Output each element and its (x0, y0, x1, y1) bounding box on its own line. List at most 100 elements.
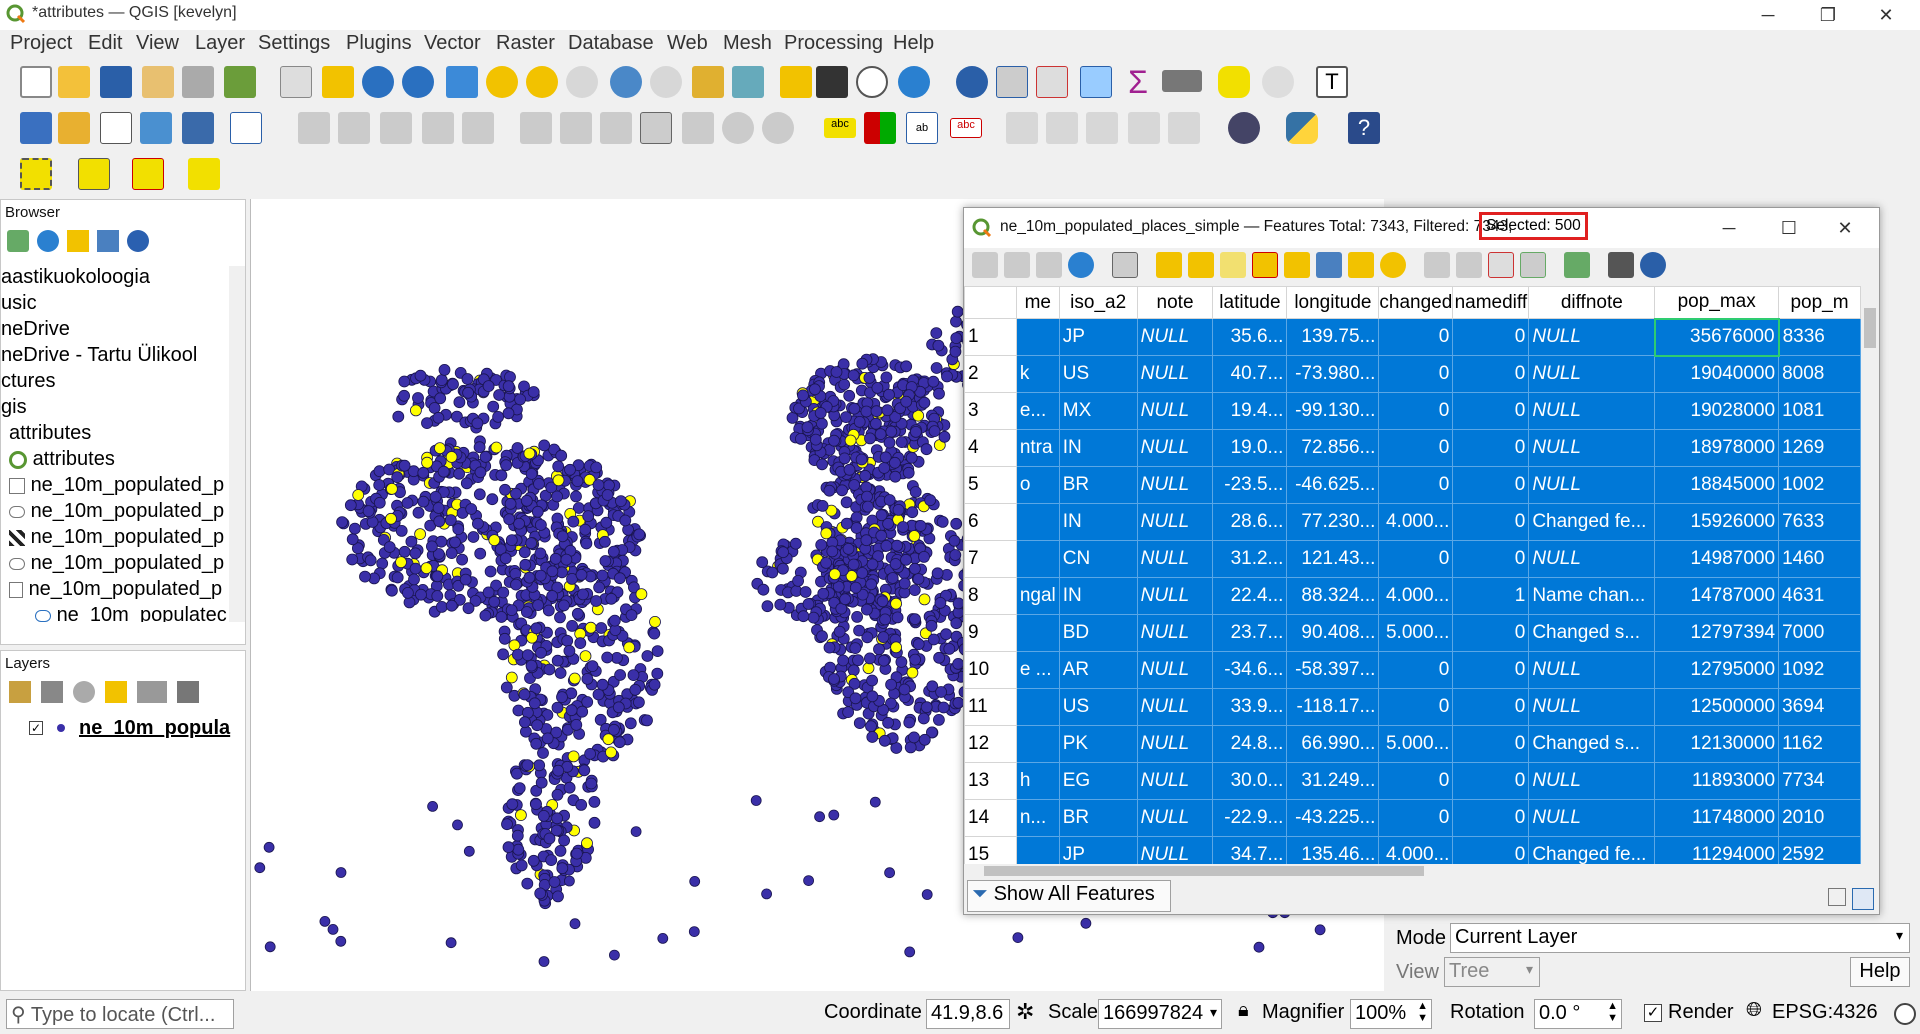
table-cell[interactable]: 0 (1378, 540, 1454, 578)
data-source-manager-icon[interactable] (20, 112, 52, 144)
table-cell[interactable]: 11893000 (1654, 762, 1780, 800)
restore-button[interactable]: ❐ (1819, 5, 1837, 25)
modify-attributes-icon[interactable] (520, 112, 552, 144)
table-cell[interactable]: 11748000 (1654, 799, 1780, 837)
copy-rows-icon[interactable] (1112, 252, 1138, 278)
table-cell[interactable]: 0 (1452, 762, 1530, 800)
column-header[interactable]: pop_max (1654, 286, 1780, 319)
python-console-icon[interactable] (1286, 112, 1318, 144)
layer-labeling-icon[interactable]: abc (824, 118, 856, 138)
table-cell[interactable]: NULL (1136, 429, 1214, 467)
table-row[interactable]: 6 IN NULL 28.6... 77.230... 4.000... 0 Changed … (964, 503, 1861, 541)
measure-line-icon[interactable] (1162, 70, 1202, 92)
table-row[interactable]: 15 JP NULL 34.7... 135.46... 4.000... 0 Changed… (964, 836, 1861, 864)
table-cell[interactable]: -99.130... (1286, 392, 1380, 430)
table-row[interactable]: 9 BD NULL 23.7... 90.408... 5.000... 0 Changed … (964, 614, 1861, 652)
layer-name[interactable]: ne_10m_popula (79, 717, 231, 739)
minimize-button[interactable]: ─ (1722, 218, 1736, 238)
column-header[interactable]: note (1136, 286, 1214, 319)
table-cell[interactable]: 0 (1452, 318, 1530, 356)
select-features-icon[interactable] (20, 158, 52, 190)
table-cell[interactable]: 2592 (1778, 836, 1861, 864)
table-cell[interactable]: 19.0... (1212, 429, 1288, 467)
table-cell[interactable]: 4.000... (1378, 503, 1454, 541)
table-cell[interactable]: NULL (1528, 466, 1656, 504)
table-cell[interactable]: 14987000 (1654, 540, 1780, 578)
messages-icon[interactable] (1894, 1003, 1916, 1025)
zoom-last-icon[interactable] (610, 66, 642, 98)
horizontal-scrollbar[interactable] (964, 864, 1861, 878)
show-bookmarks-icon[interactable] (816, 66, 848, 98)
table-cell[interactable] (1015, 540, 1060, 578)
cut-features-icon[interactable] (600, 112, 632, 144)
save-project-icon[interactable] (100, 66, 132, 98)
table-cell[interactable]: 0 (1452, 614, 1530, 652)
table-cell[interactable]: 0 (1378, 392, 1454, 430)
row-number[interactable]: 6 (964, 503, 1017, 541)
table-cell[interactable]: 0 (1452, 355, 1530, 393)
table-cell[interactable]: 0 (1378, 762, 1454, 800)
table-cell[interactable]: -46.625... (1286, 466, 1380, 504)
table-cell[interactable]: 0 (1378, 318, 1454, 356)
open-attribute-table-icon[interactable] (996, 66, 1028, 98)
new-3d-view-icon[interactable] (732, 66, 764, 98)
row-number[interactable]: 5 (964, 466, 1017, 504)
deselect-features-icon[interactable] (132, 158, 164, 190)
table-row[interactable]: 3 e... MX NULL 19.4... -99.130... 0 0 NULL 190280… (964, 392, 1861, 430)
table-cell[interactable]: 121.43... (1286, 540, 1380, 578)
browser-item[interactable]: usic (1, 292, 37, 314)
table-cell[interactable]: 0 (1452, 799, 1530, 837)
table-cell[interactable]: 8008 (1778, 355, 1861, 393)
table-cell[interactable]: 8336 (1778, 318, 1861, 356)
table-cell[interactable]: h (1015, 762, 1060, 800)
table-cell[interactable]: NULL (1528, 651, 1656, 689)
table-cell[interactable]: NULL (1136, 577, 1214, 615)
table-cell[interactable]: 18978000 (1654, 429, 1780, 467)
lock-icon[interactable]: 🔒︎ (1238, 999, 1249, 1021)
row-number[interactable]: 2 (964, 355, 1017, 393)
table-row[interactable]: 14 n... BR NULL -22.9... -43.225... 0 0 NULL 1174… (964, 799, 1861, 837)
menu-processing[interactable]: Processing (784, 32, 883, 54)
table-cell[interactable]: NULL (1528, 762, 1656, 800)
table-cell[interactable]: k (1015, 355, 1060, 393)
change-label-icon[interactable] (1168, 112, 1200, 144)
column-header[interactable]: namediff (1452, 286, 1530, 319)
table-cell[interactable]: Changed fe... (1528, 503, 1656, 541)
table-cell[interactable]: NULL (1136, 466, 1214, 504)
rotate-label-icon[interactable] (1128, 112, 1160, 144)
table-cell[interactable]: 12130000 (1654, 725, 1780, 763)
table-cell[interactable]: US (1058, 688, 1138, 726)
table-cell[interactable]: 4.000... (1378, 577, 1454, 615)
table-cell[interactable]: 4631 (1778, 577, 1861, 615)
rotation-input[interactable]: 0.0 ° ▲ ▼ (1534, 999, 1622, 1029)
table-cell[interactable]: ngal (1015, 577, 1060, 615)
browser-item-folder[interactable]: attributes (9, 422, 92, 444)
row-number[interactable]: 1 (964, 318, 1017, 356)
table-row[interactable]: 11 US NULL 33.9... -118.17... 0 0 NULL 12500000 3… (964, 688, 1861, 726)
table-cell[interactable]: 1162 (1778, 725, 1861, 763)
table-cell[interactable]: NULL (1528, 429, 1656, 467)
table-cell[interactable]: NULL (1136, 651, 1214, 689)
select-all-icon[interactable] (1188, 252, 1214, 278)
table-cell[interactable]: BD (1058, 614, 1138, 652)
table-row[interactable]: 10 e ... AR NULL -34.6... -58.397... 0 0 NULL 127… (964, 651, 1861, 689)
zoom-in-icon[interactable] (362, 66, 394, 98)
table-cell[interactable]: 19040000 (1654, 355, 1780, 393)
new-spatialite-layer-icon[interactable] (140, 112, 172, 144)
delete-field-icon[interactable] (1456, 252, 1482, 278)
table-cell[interactable]: 0 (1452, 466, 1530, 504)
table-cell[interactable]: 3694 (1778, 688, 1861, 726)
conditional-formatting-icon[interactable] (1520, 252, 1546, 278)
table-cell[interactable]: 7000 (1778, 614, 1861, 652)
row-number[interactable]: 12 (964, 725, 1017, 763)
locator-search-input[interactable]: ⚲ Type to locate (Ctrl... (6, 999, 234, 1029)
pin-labels-icon[interactable] (1006, 112, 1038, 144)
show-unplaced-labels-icon[interactable]: abc (950, 118, 982, 138)
new-print-layout-icon[interactable] (142, 66, 174, 98)
table-cell[interactable]: NULL (1136, 318, 1214, 356)
table-cell[interactable]: 1092 (1778, 651, 1861, 689)
row-number[interactable]: 11 (964, 688, 1017, 726)
pan-to-selection-icon[interactable] (322, 66, 354, 98)
table-cell[interactable]: -22.9... (1212, 799, 1288, 837)
table-cell[interactable]: 0 (1378, 688, 1454, 726)
